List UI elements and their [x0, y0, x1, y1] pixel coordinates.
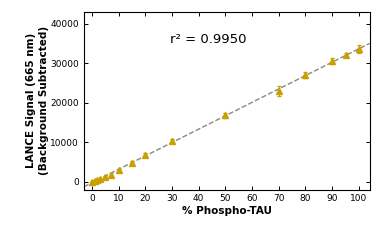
Text: r² = 0.9950: r² = 0.9950	[170, 33, 246, 46]
Y-axis label: LANCE Signal (665 nm)
(Background Subtracted): LANCE Signal (665 nm) (Background Subtra…	[26, 26, 49, 175]
X-axis label: % Phospho-TAU: % Phospho-TAU	[182, 206, 272, 216]
